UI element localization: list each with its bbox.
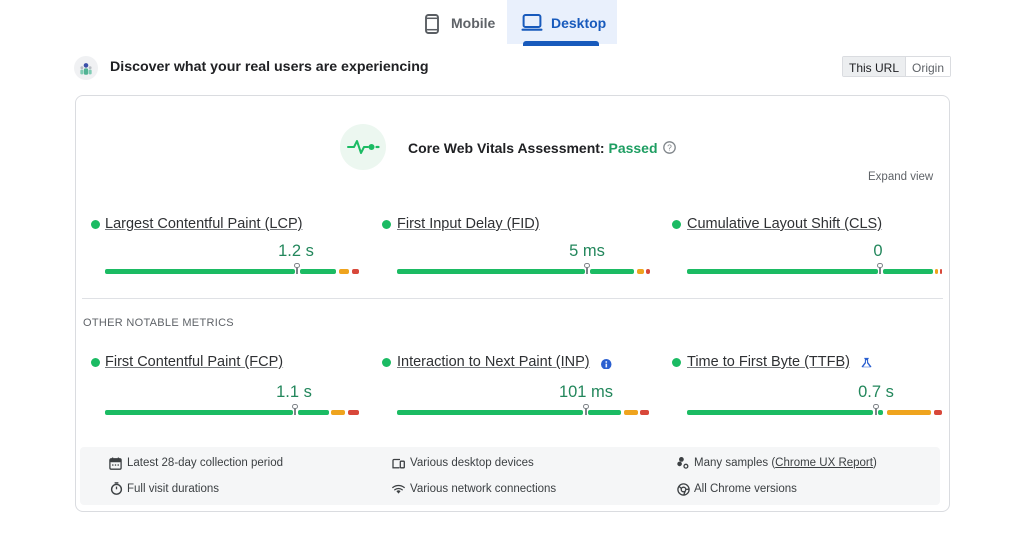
svg-text:?: ? <box>667 142 672 152</box>
